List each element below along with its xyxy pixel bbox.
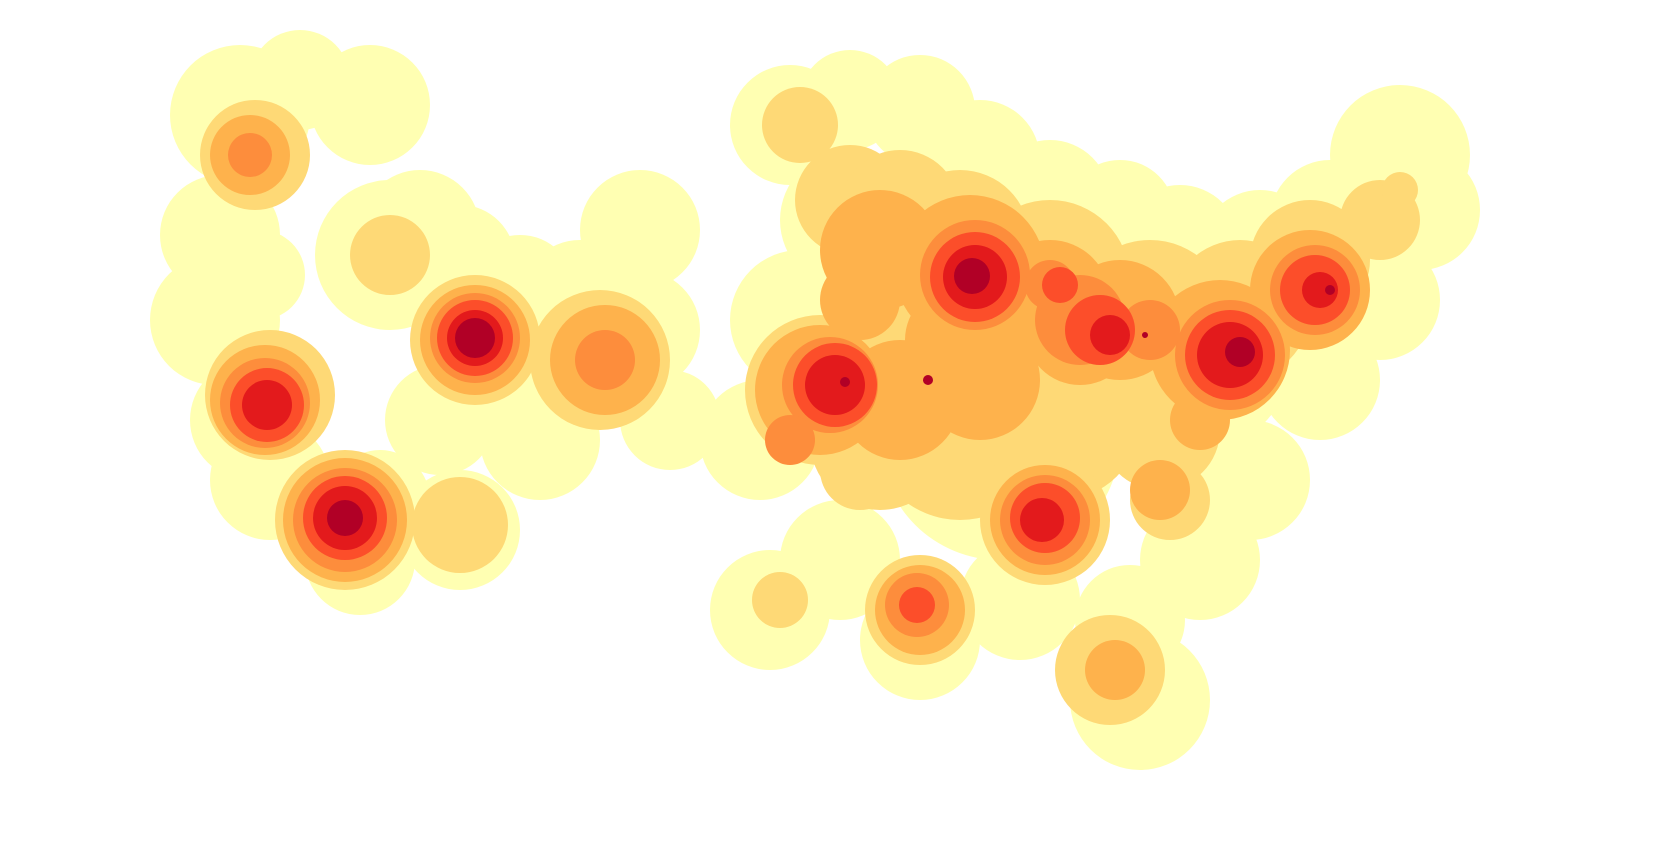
density-blob-level-7 bbox=[1225, 337, 1255, 367]
density-blob-level-7 bbox=[954, 258, 990, 294]
density-blob-level-2 bbox=[752, 572, 808, 628]
density-blob-level-6 bbox=[1020, 498, 1064, 542]
density-blob-level-4 bbox=[575, 330, 635, 390]
density-blob-level-6 bbox=[805, 355, 865, 415]
density-blob-level-2 bbox=[762, 87, 838, 163]
density-blob-level-5 bbox=[1042, 267, 1078, 303]
density-blob-level-4 bbox=[1120, 300, 1180, 360]
density-blob-level-5 bbox=[899, 587, 935, 623]
density-layer-7 bbox=[327, 258, 1335, 536]
density-blob-level-7 bbox=[455, 318, 495, 358]
density-blob-level-3 bbox=[820, 260, 900, 340]
density-blob-level-2 bbox=[1382, 172, 1418, 208]
density-blob-level-4 bbox=[765, 415, 815, 465]
density-blob-level-7 bbox=[840, 377, 850, 387]
density-blob-level-1 bbox=[310, 45, 430, 165]
density-blob-level-3 bbox=[1085, 640, 1145, 700]
density-blob-level-4 bbox=[228, 133, 272, 177]
density-blob-level-1 bbox=[580, 170, 700, 290]
density-blob-level-6 bbox=[1090, 315, 1130, 355]
density-blob-level-7 bbox=[327, 500, 363, 536]
density-blob-level-6 bbox=[242, 380, 292, 430]
density-blob-level-6 bbox=[1302, 272, 1338, 308]
density-blob-level-2 bbox=[350, 215, 430, 295]
density-blob-level-2 bbox=[412, 477, 508, 573]
density-blob-level-7 bbox=[923, 375, 933, 385]
density-blob-level-1 bbox=[215, 230, 305, 320]
density-blob-level-7 bbox=[1142, 332, 1148, 338]
density-blob-level-7 bbox=[1325, 285, 1335, 295]
density-blob-level-3 bbox=[1130, 460, 1190, 520]
density-blob-level-1 bbox=[1190, 420, 1310, 540]
